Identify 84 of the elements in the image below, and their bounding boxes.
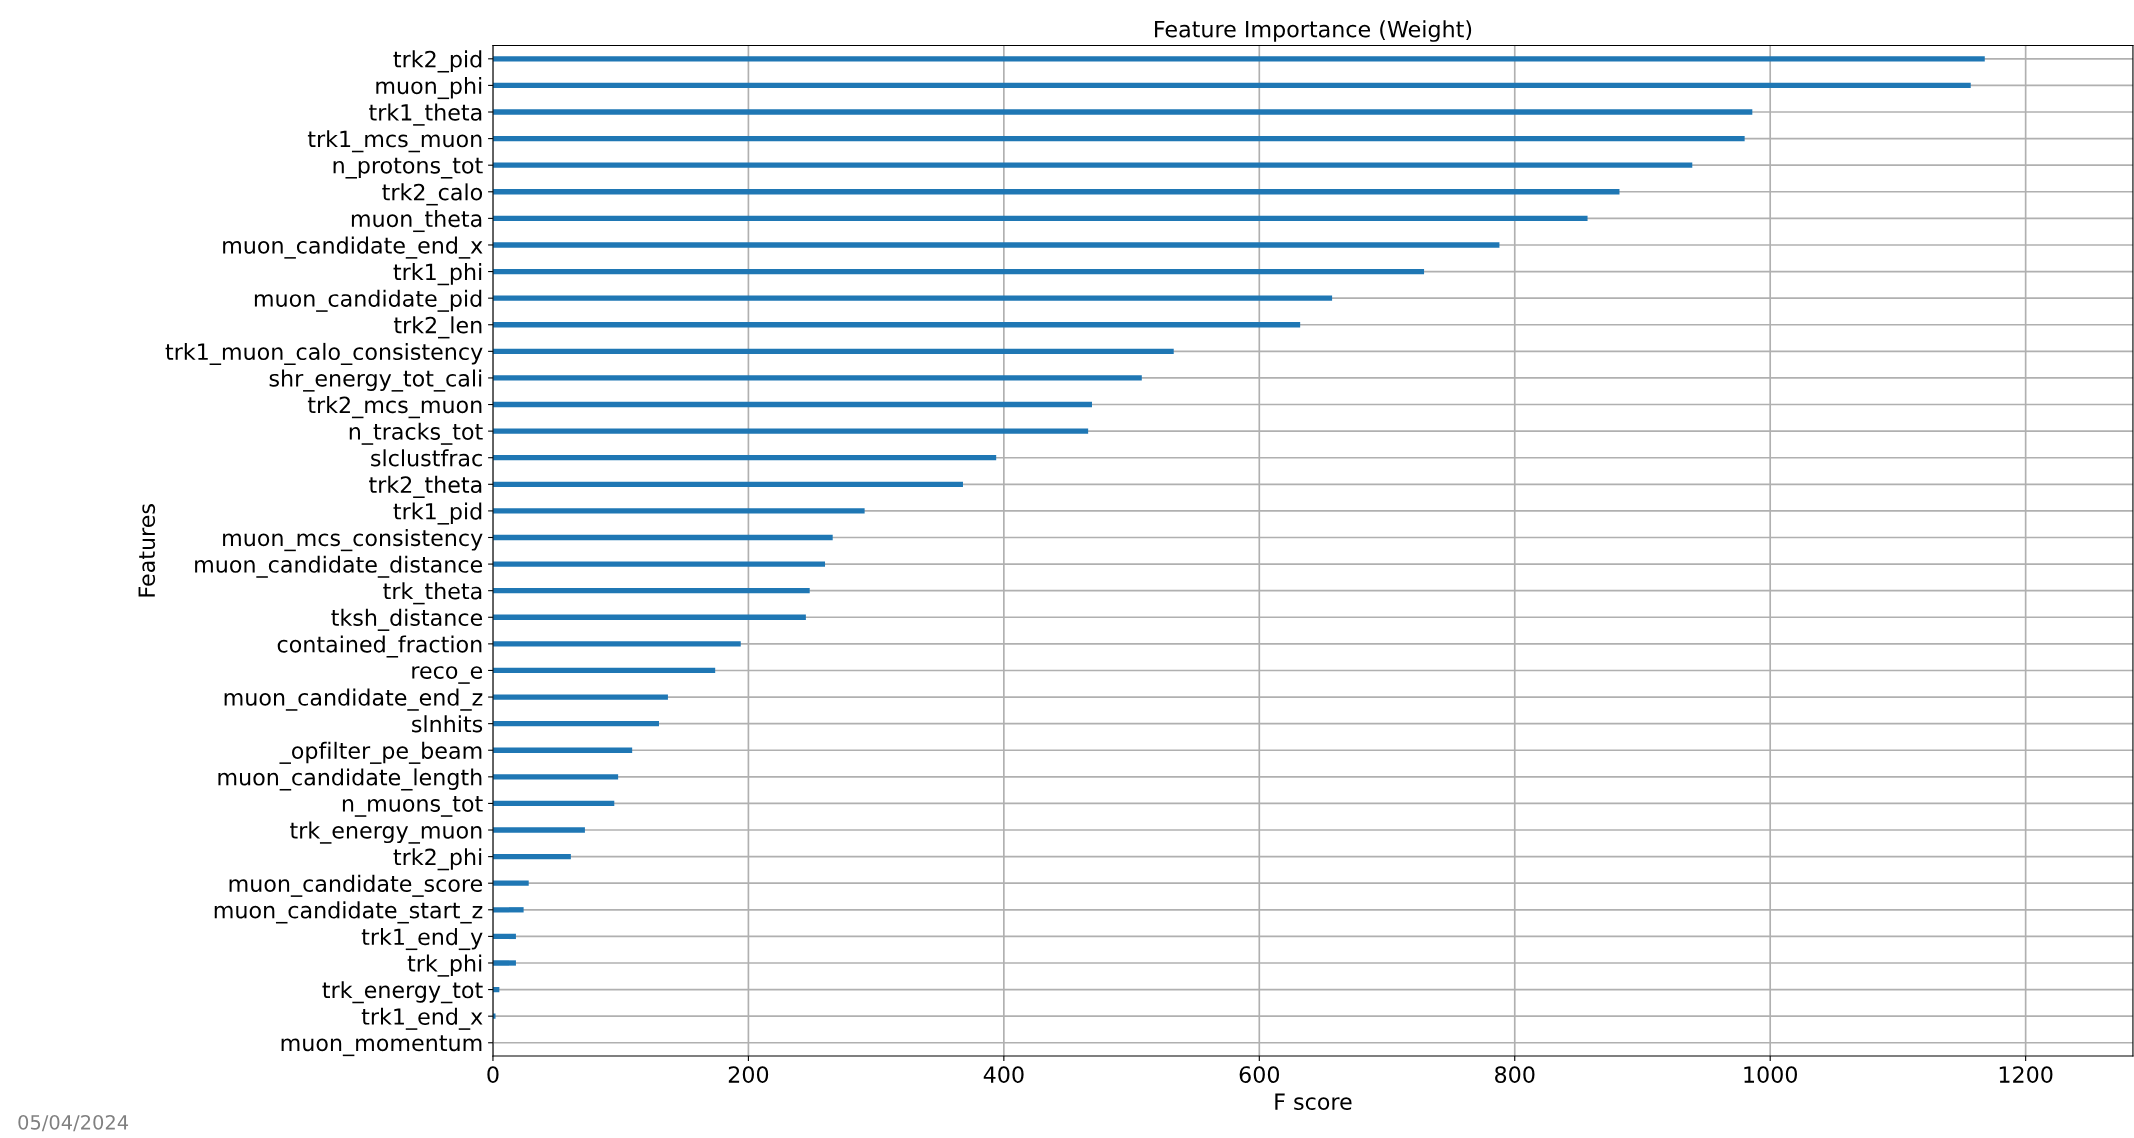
y-tick-label: muon_mcs_consistency — [223, 529, 483, 552]
bar — [492, 827, 585, 833]
bar — [492, 428, 1089, 434]
bar — [492, 747, 633, 753]
y-tick-label: n_muons_tot — [342, 795, 483, 817]
y-tick-label: muon_candidate_length — [218, 768, 482, 791]
chart-title: Feature Importance (Weight) — [1155, 20, 1472, 42]
y-tick-label: muon_candidate_pid — [254, 289, 482, 312]
bar — [492, 720, 659, 727]
y-tick-label: trk2_calo — [382, 183, 483, 206]
x-tick-label: 200 — [728, 1066, 769, 1083]
bar — [492, 933, 516, 940]
bar — [492, 162, 1693, 168]
x-axis-title: F score — [1275, 1093, 1352, 1111]
y-tick-label: n_tracks_tot — [349, 422, 483, 445]
bar — [492, 481, 963, 487]
bar — [492, 774, 619, 780]
bar — [492, 322, 1301, 328]
y-tick-label: trk1_end_y — [361, 927, 483, 951]
y-tick-label: trk_energy_muon — [290, 821, 482, 844]
y-tick-label: trk2_phi — [393, 848, 482, 871]
bar — [492, 641, 741, 647]
bar — [492, 880, 529, 886]
bar — [492, 82, 1971, 89]
y-tick-label: trk2_pid — [393, 50, 482, 73]
y-tick-label: reco_e — [412, 666, 483, 684]
bar — [492, 401, 1092, 408]
y-tick-label: muon_momentum — [281, 1035, 482, 1057]
y-tick-label: trk_phi — [407, 954, 482, 977]
y-tick-label: slclustfrac — [371, 449, 482, 467]
bar — [492, 667, 716, 674]
bar — [492, 135, 1745, 142]
y-tick-label: trk_theta — [383, 582, 482, 605]
bar — [492, 268, 1425, 275]
bar — [492, 614, 806, 620]
y-tick-label: muon_candidate_start_z — [214, 901, 483, 924]
bar — [492, 189, 1620, 195]
y-tick-label: trk1_end_x — [361, 1007, 483, 1030]
x-tick-label: 0 — [487, 1066, 499, 1083]
bar — [492, 907, 524, 913]
bar — [492, 455, 997, 461]
y-tick-label: trk2_len — [393, 316, 482, 339]
bar — [492, 295, 1333, 301]
bar — [492, 694, 668, 700]
bar — [492, 588, 810, 594]
x-tick-label: 1200 — [1999, 1066, 2053, 1083]
y-tick-label: _opfilter_pe_beam — [279, 741, 482, 764]
y-tick-label: trk_energy_tot — [322, 981, 483, 1004]
text: 05/04/2024 — [18, 1114, 129, 1132]
y-tick-label: trk2_mcs_muon — [307, 396, 482, 419]
y-tick-label: muon_candidate_distance — [195, 555, 483, 578]
y-tick-label: shr_energy_tot_cali — [269, 369, 482, 392]
y-tick-label: trk1_muon_calo_consistency — [165, 342, 483, 366]
y-tick-label: muon_candidate_end_z — [224, 688, 483, 711]
bar — [492, 853, 571, 860]
bar — [492, 56, 1985, 62]
bar — [492, 534, 833, 541]
y-tick-label: trk2_theta — [369, 475, 482, 498]
bar — [492, 800, 615, 807]
y-tick-label: slnhits — [412, 715, 483, 733]
y-tick-label: tksh_distance — [331, 608, 483, 631]
y-tick-label: trk1_mcs_muon — [307, 130, 482, 153]
bar — [492, 561, 826, 567]
x-tick-label: 400 — [983, 1066, 1024, 1083]
y-tick-label: trk1_pid — [393, 502, 482, 525]
y-tick-label: trk1_phi — [393, 263, 482, 286]
y-axis-title: Features — [138, 504, 156, 597]
x-tick-label: 1000 — [1744, 1066, 1797, 1083]
x-tick-label: 600 — [1239, 1066, 1280, 1083]
bar — [492, 215, 1588, 222]
x-tick-label: 800 — [1495, 1066, 1535, 1083]
y-tick-label: contained_fraction — [277, 635, 482, 658]
bar — [492, 242, 1500, 248]
bar — [492, 348, 1174, 354]
y-tick-label: muon_candidate_end_x — [223, 236, 483, 259]
bar — [492, 508, 865, 514]
y-tick-label: trk1_theta — [369, 103, 482, 126]
y-tick-label: muon_theta — [351, 209, 482, 233]
bar — [492, 109, 1753, 115]
y-tick-label: muon_candidate_score — [229, 874, 483, 897]
y-tick-label: n_protons_tot — [333, 157, 483, 179]
bar — [492, 375, 1142, 381]
bar — [492, 960, 516, 966]
y-tick-label: muon_phi — [376, 76, 482, 100]
